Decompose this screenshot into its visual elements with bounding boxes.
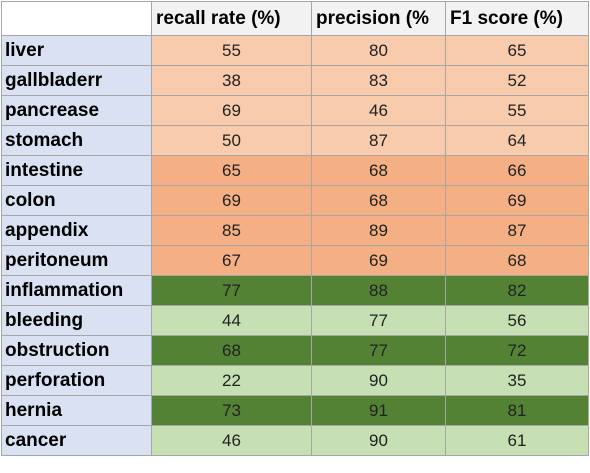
table-row: inflammation 77 88 82	[1, 275, 589, 306]
table-row: stomach 50 87 64	[1, 125, 589, 156]
table-row: liver 55 80 65	[1, 35, 589, 66]
row-label[interactable]: bleeding	[1, 305, 152, 336]
cell-f1-score[interactable]: 68	[445, 245, 589, 276]
cell-precision[interactable]: 88	[311, 275, 446, 306]
row-label[interactable]: colon	[1, 185, 152, 216]
header-precision[interactable]: precision (%	[311, 1, 446, 36]
table-row: obstruction 68 77 72	[1, 335, 589, 366]
row-label[interactable]: pancrease	[1, 95, 152, 126]
cell-recall-rate[interactable]: 85	[151, 215, 312, 246]
cell-precision[interactable]: 68	[311, 155, 446, 186]
corner-cell[interactable]	[1, 1, 152, 36]
table-row: cancer 46 90 61	[1, 425, 589, 456]
table-row: bleeding 44 77 56	[1, 305, 589, 336]
cell-precision[interactable]: 83	[311, 65, 446, 96]
results-table: recall rate (%) precision (% F1 score (%…	[1, 1, 589, 456]
row-label[interactable]: liver	[1, 35, 152, 66]
cell-precision[interactable]: 80	[311, 35, 446, 66]
row-label[interactable]: inflammation	[1, 275, 152, 306]
cell-recall-rate[interactable]: 55	[151, 35, 312, 66]
cell-f1-score[interactable]: 69	[445, 185, 589, 216]
cell-precision[interactable]: 68	[311, 185, 446, 216]
cell-precision[interactable]: 90	[311, 425, 446, 456]
cell-recall-rate[interactable]: 73	[151, 395, 312, 426]
row-label[interactable]: peritoneum	[1, 245, 152, 276]
cell-f1-score[interactable]: 52	[445, 65, 589, 96]
row-label[interactable]: obstruction	[1, 335, 152, 366]
cell-f1-score[interactable]: 81	[445, 395, 589, 426]
cell-precision[interactable]: 77	[311, 305, 446, 336]
cell-recall-rate[interactable]: 65	[151, 155, 312, 186]
cell-recall-rate[interactable]: 38	[151, 65, 312, 96]
header-row: recall rate (%) precision (% F1 score (%…	[1, 1, 589, 36]
row-label[interactable]: cancer	[1, 425, 152, 456]
row-label[interactable]: hernia	[1, 395, 152, 426]
table-row: perforation 22 90 35	[1, 365, 589, 396]
cell-f1-score[interactable]: 64	[445, 125, 589, 156]
row-label[interactable]: intestine	[1, 155, 152, 186]
cell-precision[interactable]: 46	[311, 95, 446, 126]
cell-f1-score[interactable]: 82	[445, 275, 589, 306]
cell-recall-rate[interactable]: 67	[151, 245, 312, 276]
cell-f1-score[interactable]: 72	[445, 335, 589, 366]
cell-precision[interactable]: 90	[311, 365, 446, 396]
cell-recall-rate[interactable]: 77	[151, 275, 312, 306]
cell-f1-score[interactable]: 35	[445, 365, 589, 396]
cell-recall-rate[interactable]: 50	[151, 125, 312, 156]
cell-f1-score[interactable]: 87	[445, 215, 589, 246]
table-row: appendix 85 89 87	[1, 215, 589, 246]
cell-precision[interactable]: 87	[311, 125, 446, 156]
table-row: pancrease 69 46 55	[1, 95, 589, 126]
header-recall-rate[interactable]: recall rate (%)	[151, 1, 312, 36]
cell-recall-rate[interactable]: 68	[151, 335, 312, 366]
table-row: gallbladerr 38 83 52	[1, 65, 589, 96]
table-row: peritoneum 67 69 68	[1, 245, 589, 276]
cell-f1-score[interactable]: 61	[445, 425, 589, 456]
cell-precision[interactable]: 77	[311, 335, 446, 366]
row-label[interactable]: stomach	[1, 125, 152, 156]
cell-f1-score[interactable]: 55	[445, 95, 589, 126]
row-label[interactable]: perforation	[1, 365, 152, 396]
cell-f1-score[interactable]: 66	[445, 155, 589, 186]
cell-precision[interactable]: 89	[311, 215, 446, 246]
cell-f1-score[interactable]: 65	[445, 35, 589, 66]
table-row: colon 69 68 69	[1, 185, 589, 216]
cell-precision[interactable]: 69	[311, 245, 446, 276]
table-row: intestine 65 68 66	[1, 155, 589, 186]
cell-recall-rate[interactable]: 69	[151, 95, 312, 126]
row-label[interactable]: gallbladerr	[1, 65, 152, 96]
cell-f1-score[interactable]: 56	[445, 305, 589, 336]
cell-precision[interactable]: 91	[311, 395, 446, 426]
row-label[interactable]: appendix	[1, 215, 152, 246]
cell-recall-rate[interactable]: 69	[151, 185, 312, 216]
table-row: hernia 73 91 81	[1, 395, 589, 426]
cell-recall-rate[interactable]: 22	[151, 365, 312, 396]
cell-recall-rate[interactable]: 44	[151, 305, 312, 336]
header-f1-score[interactable]: F1 score (%)	[445, 1, 589, 36]
cell-recall-rate[interactable]: 46	[151, 425, 312, 456]
